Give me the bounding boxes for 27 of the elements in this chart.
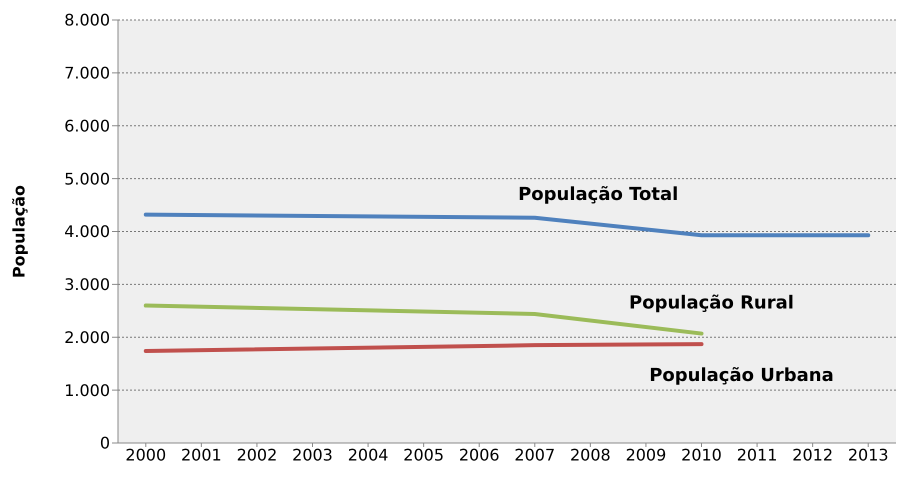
y-tick-label: 3.000 <box>64 275 110 294</box>
x-tick-label: 2000 <box>125 445 166 464</box>
x-tick-label: 2004 <box>348 445 388 464</box>
x-tick-label: 2002 <box>236 445 278 464</box>
x-tick-label: 2001 <box>181 445 222 464</box>
y-axis-title: População <box>10 184 29 278</box>
x-tick-label: 2011 <box>736 445 778 464</box>
x-tick-label: 2013 <box>848 445 889 464</box>
y-tick-label: 0 <box>100 434 110 453</box>
series-label: População Total <box>518 184 678 206</box>
x-tick-label: 2007 <box>514 445 556 464</box>
x-tick-label: 2010 <box>681 445 722 464</box>
y-tick-label: 2.000 <box>64 328 110 347</box>
y-tick-label: 5.000 <box>64 169 110 188</box>
y-tick-label: 7.000 <box>64 64 110 83</box>
y-tick-label: 1.000 <box>64 380 110 400</box>
y-tick-label: 4.000 <box>64 222 110 242</box>
x-tick-label: 2012 <box>792 445 833 464</box>
y-tick-label: 6.000 <box>64 116 110 136</box>
y-tick-label: 8.000 <box>64 10 110 30</box>
x-tick-label: 2005 <box>403 445 444 464</box>
x-tick-label: 2008 <box>570 445 611 464</box>
x-tick-label: 2009 <box>626 445 666 464</box>
x-tick-label: 2003 <box>292 445 333 464</box>
series-label: População Urbana <box>649 365 834 386</box>
series-label: População Rural <box>629 292 794 314</box>
x-tick-label: 2006 <box>458 445 500 464</box>
